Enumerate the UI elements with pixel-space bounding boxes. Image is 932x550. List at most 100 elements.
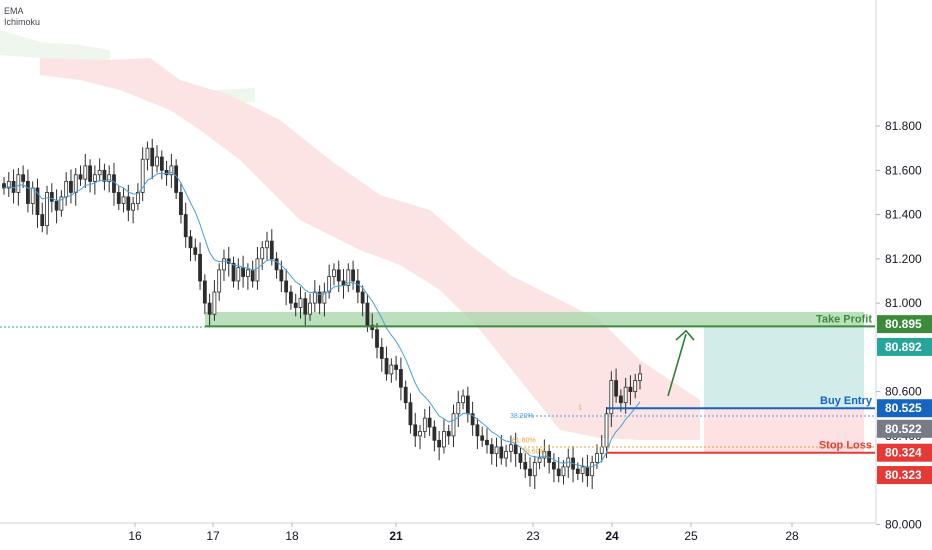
- candle: [145, 141, 150, 171]
- candle: [628, 375, 633, 405]
- y-tick-label: 80.000: [885, 517, 922, 531]
- price-tag-label: 80.892: [885, 340, 922, 354]
- candle: [499, 434, 504, 465]
- candle-body: [408, 402, 413, 426]
- candle: [327, 264, 332, 299]
- candle: [427, 406, 432, 436]
- ichimoku-cloud: [0, 30, 700, 440]
- price-tag-label: 80.323: [885, 468, 922, 482]
- candle-body: [628, 386, 633, 393]
- candle-body: [446, 431, 451, 437]
- candle-body: [470, 413, 475, 426]
- candle: [399, 357, 403, 401]
- candle: [174, 159, 179, 200]
- candle-body: [403, 386, 408, 404]
- candle: [298, 286, 303, 319]
- candle-body: [188, 236, 193, 249]
- candle: [49, 183, 54, 213]
- candle: [461, 389, 465, 410]
- candle-body: [552, 462, 556, 470]
- candle: [437, 431, 442, 461]
- price-axis: 81.80081.60081.40081.20081.00080.60080.4…: [875, 0, 932, 531]
- candle: [116, 185, 121, 211]
- candle: [78, 165, 83, 186]
- candle-body: [78, 174, 83, 180]
- candle-body: [183, 214, 188, 238]
- candle: [609, 371, 614, 428]
- candle-body: [308, 302, 312, 315]
- candle: [126, 184, 131, 222]
- candle: [537, 448, 542, 470]
- candle: [159, 150, 164, 180]
- candle: [35, 178, 40, 228]
- candle-body: [112, 174, 116, 193]
- candle: [140, 147, 145, 202]
- candle: [83, 153, 88, 189]
- candle-body: [556, 468, 561, 477]
- y-tick-label: 81.200: [885, 252, 922, 266]
- price-tag-label: 80.522: [885, 422, 922, 436]
- candle-body: [265, 240, 269, 249]
- candle-body: [40, 214, 45, 227]
- x-tick-label: 21: [389, 529, 403, 543]
- candle-body: [499, 446, 504, 459]
- candle: [532, 455, 537, 489]
- fib-label: 1: [578, 404, 582, 411]
- candle: [107, 165, 112, 193]
- candle-body: [126, 196, 131, 211]
- candle: [580, 457, 585, 483]
- x-tick-label: 17: [206, 529, 220, 543]
- fib-label: 38.20%: [510, 413, 534, 420]
- candle-body: [284, 280, 289, 293]
- level-label: Buy Entry: [820, 395, 873, 407]
- candle-body: [451, 413, 456, 437]
- candle: [303, 292, 308, 328]
- candle: [30, 181, 35, 215]
- candle: [394, 355, 399, 381]
- candle: [475, 418, 480, 450]
- candle-body: [370, 324, 375, 331]
- indicator-label-ema: EMA: [4, 6, 24, 16]
- candle: [269, 229, 274, 266]
- candle: [389, 358, 394, 383]
- candle: [92, 165, 97, 195]
- candle-body: [97, 169, 102, 176]
- candle: [489, 438, 494, 465]
- candle: [614, 368, 618, 403]
- candle: [40, 202, 45, 233]
- candle: [169, 153, 174, 189]
- candle-body: [317, 291, 322, 304]
- candle-body: [92, 174, 97, 182]
- candle-body: [480, 435, 485, 441]
- candle: [465, 386, 470, 423]
- candle: [54, 189, 59, 224]
- x-tick-label: 18: [285, 529, 299, 543]
- candle: [513, 432, 518, 467]
- candle: [355, 269, 360, 304]
- candle: [528, 457, 532, 487]
- candle-body: [609, 380, 614, 415]
- candle: [69, 169, 73, 204]
- candle-body: [179, 192, 183, 215]
- candle: [193, 238, 198, 262]
- level-label: Take Profit: [816, 313, 872, 325]
- candle-body: [508, 444, 513, 452]
- candle: [518, 446, 523, 470]
- candle-body: [355, 280, 360, 293]
- indicator-label-ichimoku: Ichimoku: [4, 17, 41, 27]
- candle-body: [102, 169, 107, 182]
- candle-body: [289, 291, 293, 304]
- candle-body: [140, 158, 145, 193]
- candle-body: [528, 468, 532, 477]
- candle: [408, 393, 413, 434]
- candle-body: [236, 267, 241, 282]
- candle-body: [346, 269, 351, 286]
- candle: [2, 176, 6, 195]
- candle-body: [427, 417, 432, 428]
- candle: [241, 255, 245, 288]
- candle-body: [375, 329, 379, 348]
- candle: [265, 231, 269, 262]
- candle-body: [475, 424, 480, 437]
- candle: [102, 163, 107, 191]
